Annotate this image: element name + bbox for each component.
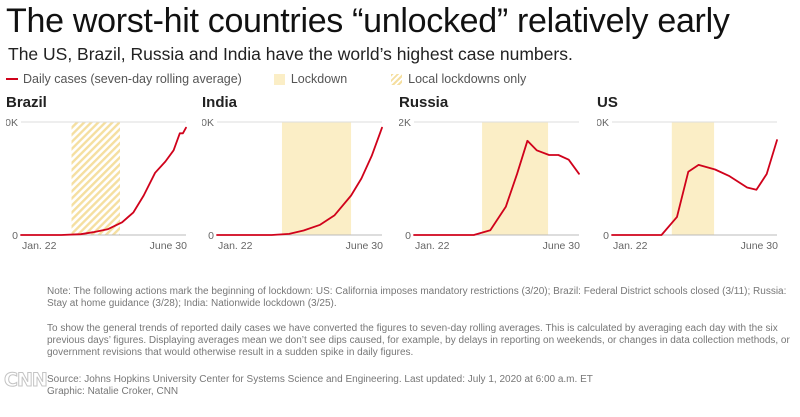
panel-russia: Russia 12K 0 Jan. 22 June 30 <box>399 94 589 264</box>
lockdown-band <box>671 122 715 235</box>
daily-cases-line <box>413 139 580 236</box>
legend: Daily cases (seven-day rolling average) … <box>6 72 552 86</box>
x-tick-label-start: Jan. 22 <box>415 240 450 252</box>
source: Source: Johns Hopkins University Center … <box>47 374 593 399</box>
legend-item-lockdown: Lockdown <box>273 72 348 86</box>
y-tick-label-zero: 0 <box>603 230 609 242</box>
panel-india: India 20K 0 Jan. 22 June 30 <box>202 94 392 264</box>
legend-hatch-swatch <box>391 73 403 85</box>
y-tick-label-max: 12K <box>399 117 411 129</box>
x-tick-label-start: Jan. 22 <box>613 240 648 252</box>
panel-title: Russia <box>399 94 449 111</box>
credit-line: Graphic: Natalie Croker, CNN <box>47 386 179 398</box>
y-tick-label-max: 20K <box>202 117 214 129</box>
chart-svg-russia: 12K 0 Jan. 22 June 30 <box>399 117 581 252</box>
legend-item-daily-cases: Daily cases (seven-day rolling average) <box>6 72 242 86</box>
lockdown-band <box>281 122 352 235</box>
y-tick-label-max: 40K <box>6 117 18 129</box>
note-lockdown-dates: Note: The following actions mark the beg… <box>47 286 787 310</box>
note-rolling-average: To show the general trends of reported d… <box>47 322 790 359</box>
chart-svg-brazil: 40K 0 Jan. 22 June 30 <box>6 117 188 252</box>
panel-brazil: Brazil 40K 0 Jan. 22 June 30 <box>6 94 196 264</box>
local-lockdown-band <box>71 122 120 235</box>
chart-svg-india: 20K 0 Jan. 22 June 30 <box>202 117 384 252</box>
x-tick-label-end: June 30 <box>150 240 188 252</box>
panel-us: US 50K 0 Jan. 22 June 30 <box>597 94 787 264</box>
x-tick-label-end: June 30 <box>741 240 779 252</box>
panel-title: US <box>597 94 618 111</box>
legend-item-local-lockdowns: Local lockdowns only <box>391 72 526 86</box>
y-tick-label-zero: 0 <box>208 230 214 242</box>
chart-subtitle: The US, Brazil, Russia and India have th… <box>8 44 573 64</box>
daily-cases-line <box>611 139 778 236</box>
daily-cases-line <box>20 126 187 236</box>
chart-svg-us: 50K 0 Jan. 22 June 30 <box>597 117 779 252</box>
y-tick-label-zero: 0 <box>12 230 18 242</box>
legend-label-local-lockdowns: Local lockdowns only <box>408 72 527 86</box>
legend-label-lockdown: Lockdown <box>290 72 348 86</box>
x-tick-label-start: Jan. 22 <box>22 240 57 252</box>
daily-cases-line <box>216 126 383 236</box>
legend-line-swatch <box>6 78 18 80</box>
panel-title: Brazil <box>6 94 47 111</box>
legend-label-daily-cases: Daily cases (seven-day rolling average) <box>23 72 242 86</box>
notes: Note: The following actions mark the beg… <box>47 286 792 371</box>
source-line: Source: Johns Hopkins University Center … <box>47 374 593 385</box>
cnn-logo: CNN <box>4 369 49 392</box>
y-tick-label-max: 50K <box>597 117 609 129</box>
panel-title: India <box>202 94 238 111</box>
legend-lockdown-swatch <box>273 73 285 85</box>
y-tick-label-zero: 0 <box>405 230 411 242</box>
chart-title: The worst-hit countries “unlocked” relat… <box>6 2 730 40</box>
x-tick-label-end: June 30 <box>346 240 384 252</box>
x-tick-label-start: Jan. 22 <box>218 240 253 252</box>
x-tick-label-end: June 30 <box>543 240 581 252</box>
